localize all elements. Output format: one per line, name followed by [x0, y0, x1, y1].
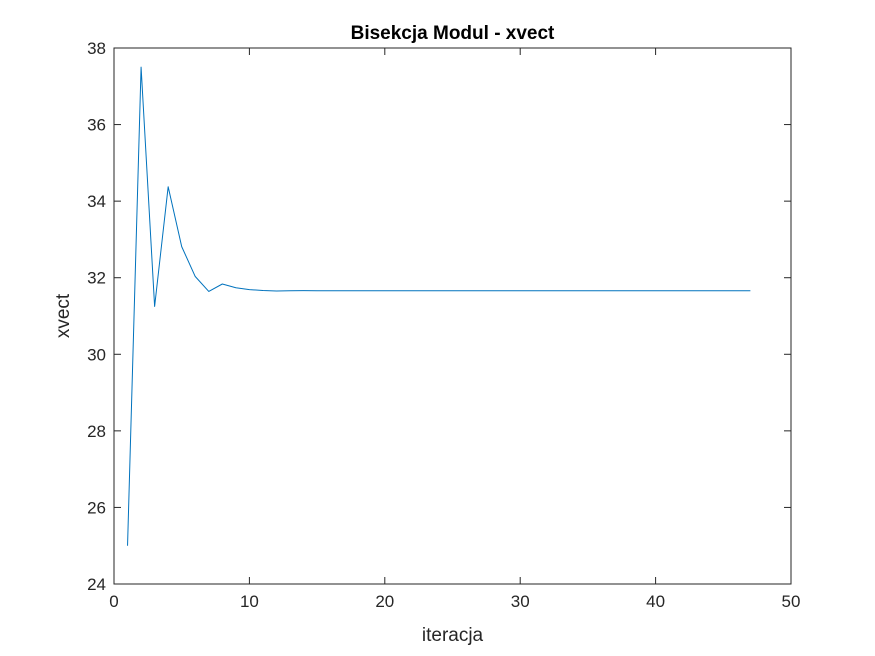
y-axis-ticks: 24 26 28 30 32 34 36 38	[87, 39, 791, 594]
x-axis-ticks: 0 10 20 30 40 50	[109, 48, 800, 611]
x-tick-label: 50	[782, 592, 801, 611]
y-tick-label: 38	[87, 39, 106, 58]
y-tick-label: 26	[87, 498, 106, 517]
y-tick-label: 28	[87, 422, 106, 441]
y-tick-label: 32	[87, 269, 106, 288]
y-tick-label: 24	[87, 575, 106, 594]
y-tick-label: 36	[87, 116, 106, 135]
y-axis-label: xvect	[53, 293, 74, 338]
x-tick-label: 30	[511, 592, 530, 611]
y-tick-label: 30	[87, 345, 106, 364]
y-tick-label: 34	[87, 192, 106, 211]
x-tick-label: 20	[375, 592, 394, 611]
series-line	[127, 66, 751, 546]
x-axis-label: iteracja	[422, 625, 484, 646]
plot-area	[114, 48, 791, 584]
chart-title: Bisekcja Modul - xvect	[351, 23, 555, 44]
x-tick-label: 10	[240, 592, 259, 611]
plot-frame	[113, 47, 792, 585]
x-tick-label: 40	[646, 592, 665, 611]
x-tick-label: 0	[109, 592, 118, 611]
